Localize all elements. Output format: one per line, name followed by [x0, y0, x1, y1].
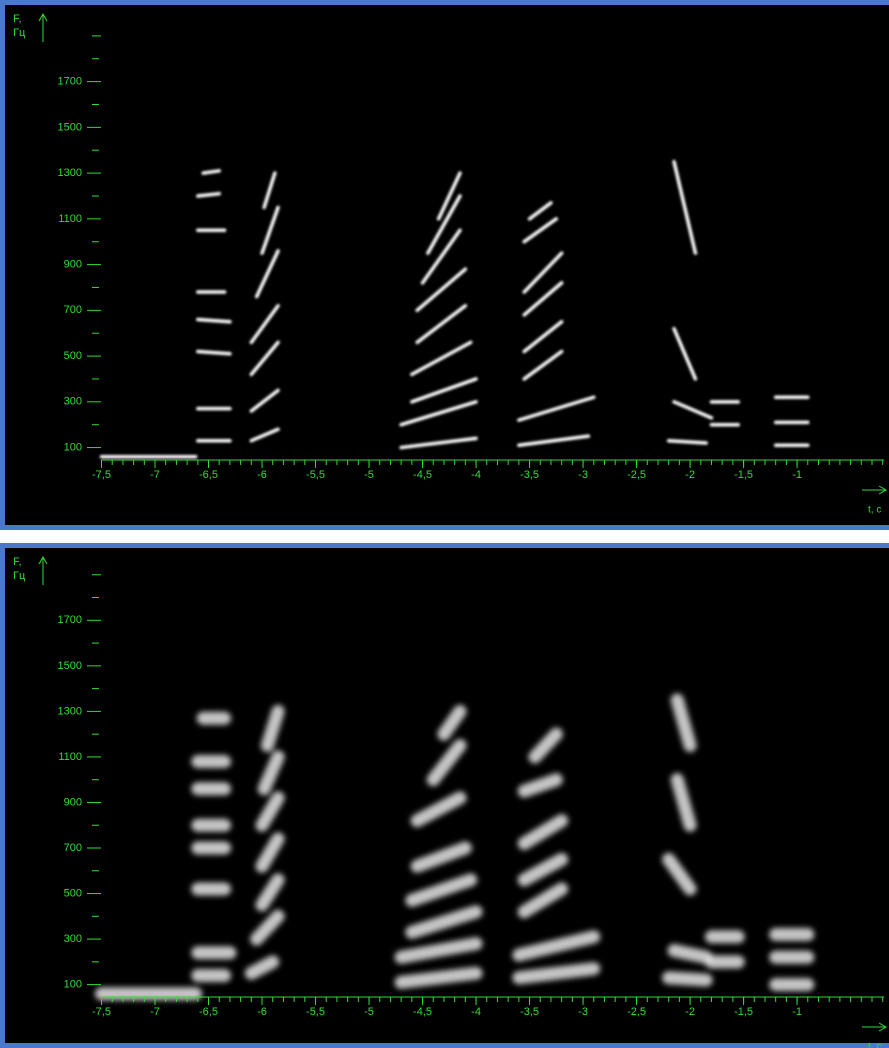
- harmonic-trace: [674, 950, 706, 957]
- x-tick-label: -7: [150, 469, 160, 481]
- x-tick-label: -7,5: [92, 469, 111, 481]
- y-tick-label: 1500: [58, 121, 82, 133]
- y-tick-label: 1700: [58, 76, 82, 88]
- x-tick-label: -3,5: [520, 469, 539, 481]
- x-tick-label: -7,5: [92, 1006, 111, 1018]
- x-tick-label: -2: [685, 1006, 695, 1018]
- y-tick-label: 100: [64, 441, 82, 453]
- x-tick-label: -3: [578, 1006, 588, 1018]
- y-tick-label: 1300: [58, 167, 82, 179]
- y-tick-label: 500: [64, 350, 82, 362]
- x-tick-label: -5: [364, 469, 374, 481]
- harmonic-trace: [401, 973, 476, 982]
- y-tick-label: 100: [64, 979, 82, 991]
- x-tick-label: -6,5: [199, 469, 218, 481]
- x-tick-label: -6: [257, 469, 267, 481]
- y-tick-label: 900: [64, 258, 82, 270]
- spectrogram-panel: 100 300 500 700 900 1100 1300 1500 1700 -7,5 -7 -6,…: [0, 0, 889, 530]
- y-tick-label: 1100: [58, 751, 82, 763]
- y-axis-label: Гц: [13, 570, 26, 582]
- x-tick-label: -2,5: [627, 1006, 646, 1018]
- harmonic-trace: [669, 978, 706, 980]
- x-tick-label: -5: [364, 1006, 374, 1018]
- y-axis-label: Гц: [13, 27, 26, 39]
- y-tick-label: 1700: [58, 614, 82, 626]
- harmonic-trace: [198, 352, 230, 354]
- x-tick-label: -2: [685, 469, 695, 481]
- y-tick-label: 700: [64, 304, 82, 316]
- harmonic-trace: [203, 171, 219, 173]
- x-tick-label: -2,5: [627, 469, 646, 481]
- y-tick-label: 1500: [58, 660, 82, 672]
- x-tick-label: -6,5: [199, 1006, 218, 1018]
- y-tick-label: 300: [64, 396, 82, 408]
- y-tick-label: 1300: [58, 705, 82, 717]
- x-tick-label: -4,5: [413, 1006, 432, 1018]
- x-tick-label: -1,5: [734, 1006, 753, 1018]
- page: 100 300 500 700 900 1100 1300 1500 1700 -7,5 -7 -6,…: [0, 0, 889, 1048]
- panel-background: [0, 0, 889, 530]
- x-tick-label: -7: [150, 1006, 160, 1018]
- y-tick-label: 500: [64, 887, 82, 899]
- x-tick-label: -1,5: [734, 469, 753, 481]
- harmonic-trace: [198, 319, 230, 321]
- harmonic-trace: [669, 441, 706, 443]
- x-axis-label: t, c: [868, 1042, 881, 1048]
- x-tick-label: -3,5: [520, 1006, 539, 1018]
- y-tick-label: 900: [64, 796, 82, 808]
- y-tick-label: 1100: [58, 213, 82, 225]
- spectrogram-panel: 100 300 500 700 900 1100 1300 1500 1700 -7,5 -7 -6,…: [0, 543, 889, 1048]
- y-tick-label: 300: [64, 933, 82, 945]
- x-tick-label: -6: [257, 1006, 267, 1018]
- x-tick-label: -5,5: [306, 1006, 325, 1018]
- y-tick-label: 700: [64, 842, 82, 854]
- x-tick-label: -5,5: [306, 469, 325, 481]
- harmonic-trace: [198, 194, 219, 196]
- x-tick-label: -4: [471, 469, 481, 481]
- x-axis-label: t, c: [868, 505, 881, 516]
- x-tick-label: -4,5: [413, 469, 432, 481]
- x-tick-label: -4: [471, 1006, 481, 1018]
- harmonic-trace: [519, 969, 594, 978]
- x-tick-label: -1: [792, 469, 802, 481]
- x-tick-label: -3: [578, 469, 588, 481]
- y-axis-label: F,: [13, 556, 22, 568]
- y-axis-label: F,: [13, 13, 22, 25]
- x-tick-label: -1: [792, 1006, 802, 1018]
